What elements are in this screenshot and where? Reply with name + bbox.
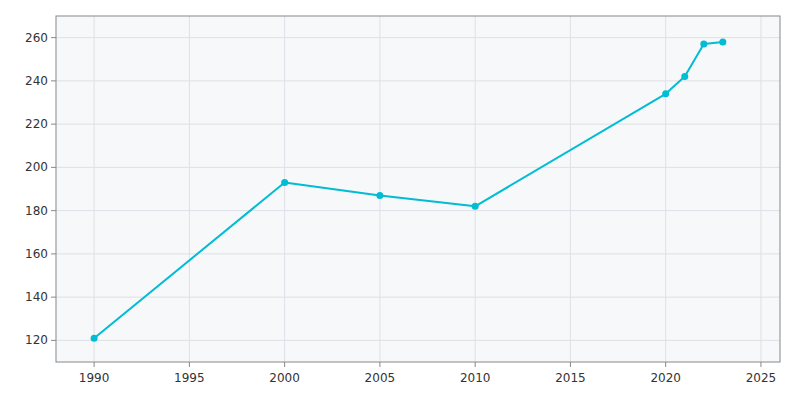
x-grid-line bbox=[189, 16, 190, 362]
x-tick-label: 1995 bbox=[174, 371, 205, 385]
y-tick bbox=[51, 80, 56, 81]
x-tick bbox=[284, 362, 285, 367]
y-grid-line bbox=[56, 124, 780, 125]
x-grid-line bbox=[379, 16, 380, 362]
x-tick bbox=[189, 362, 190, 367]
point bbox=[662, 90, 669, 97]
x-tick bbox=[570, 362, 571, 367]
plot-frame bbox=[56, 16, 780, 362]
point bbox=[281, 179, 288, 186]
tick-labels: 1990 1995 2000 2005 2010 2015 2020 2025 120 140 16… bbox=[25, 31, 776, 385]
x-tick-label: 2005 bbox=[365, 371, 396, 385]
line bbox=[94, 42, 723, 338]
y-tick bbox=[51, 297, 56, 298]
x-grid-line bbox=[665, 16, 666, 362]
grid bbox=[56, 16, 780, 362]
y-tick-label: 220 bbox=[25, 117, 48, 131]
y-tick bbox=[51, 167, 56, 168]
y-grid-line bbox=[56, 340, 780, 341]
y-tick-label: 240 bbox=[25, 74, 48, 88]
y-grid-line bbox=[56, 253, 780, 254]
chart: 1990 1995 2000 2005 2010 2015 2020 2025 120 140 16… bbox=[0, 0, 800, 400]
x-tick-label: 2000 bbox=[269, 371, 300, 385]
y-tick-label: 140 bbox=[25, 290, 48, 304]
x-tick-label: 2020 bbox=[650, 371, 681, 385]
x-tick bbox=[379, 362, 380, 367]
x-tick-label: 2015 bbox=[555, 371, 586, 385]
y-grid-line bbox=[56, 210, 780, 211]
y-tick-label: 120 bbox=[25, 333, 48, 347]
x-grid-line bbox=[94, 16, 95, 362]
data-layer bbox=[91, 38, 727, 341]
point bbox=[681, 73, 688, 80]
y-tick bbox=[51, 124, 56, 125]
point bbox=[376, 192, 383, 199]
y-tick bbox=[51, 253, 56, 254]
x-tick-label: 1990 bbox=[79, 371, 110, 385]
point bbox=[472, 203, 479, 210]
x-tick-label: 2025 bbox=[746, 371, 777, 385]
point bbox=[91, 335, 98, 342]
y-grid-line bbox=[56, 80, 780, 81]
x-grid-line bbox=[760, 16, 761, 362]
x-grid-line bbox=[570, 16, 571, 362]
point bbox=[700, 41, 707, 48]
y-tick-label: 260 bbox=[25, 31, 48, 45]
y-grid-line bbox=[56, 297, 780, 298]
y-tick bbox=[51, 210, 56, 211]
point bbox=[719, 38, 726, 45]
x-tick bbox=[665, 362, 666, 367]
y-tick-label: 160 bbox=[25, 247, 48, 261]
y-grid-line bbox=[56, 37, 780, 38]
x-tick bbox=[760, 362, 761, 367]
x-grid-line bbox=[284, 16, 285, 362]
x-tick bbox=[475, 362, 476, 367]
y-tick bbox=[51, 37, 56, 38]
x-tick-label: 2010 bbox=[460, 371, 491, 385]
chart-container: 1990 1995 2000 2005 2010 2015 2020 2025 120 140 16… bbox=[0, 0, 800, 400]
x-tick bbox=[94, 362, 95, 367]
y-grid-line bbox=[56, 167, 780, 168]
y-tick-label: 200 bbox=[25, 160, 48, 174]
x-grid-line bbox=[475, 16, 476, 362]
y-tick bbox=[51, 340, 56, 341]
y-tick-label: 180 bbox=[25, 204, 48, 218]
plot-background bbox=[56, 16, 780, 362]
